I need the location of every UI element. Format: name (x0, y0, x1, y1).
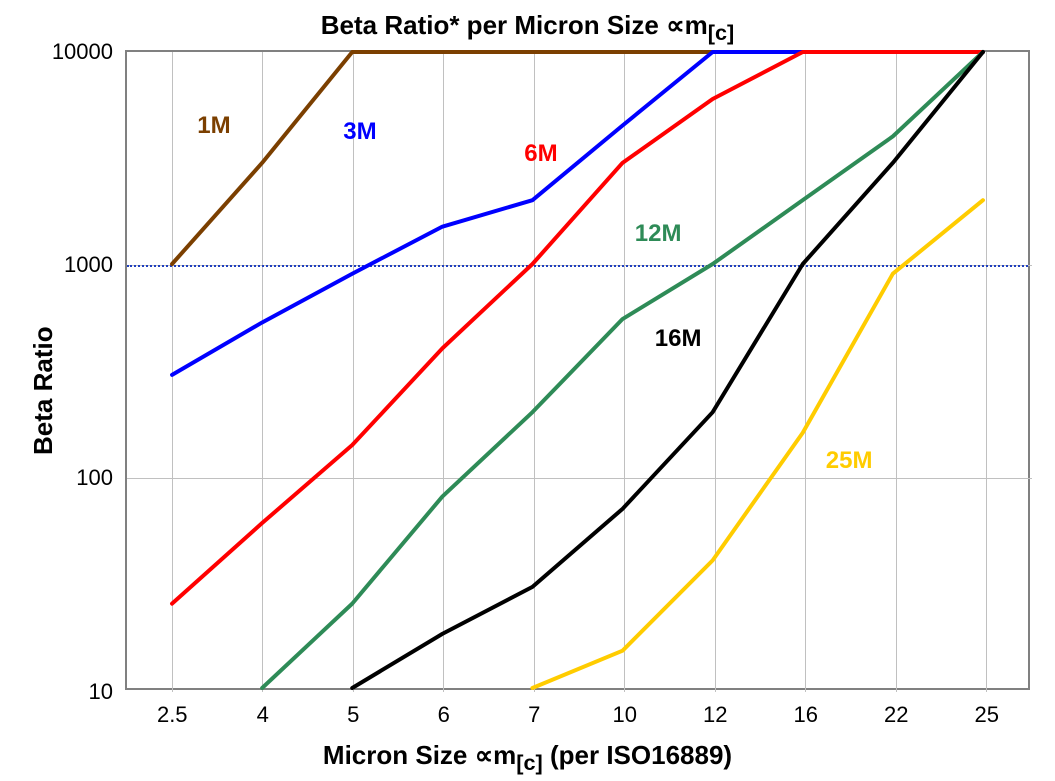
x-gridline (353, 52, 354, 692)
x-gridline (443, 52, 444, 692)
chart-container: Beta Ratio* per Micron Size ∝m[c] Beta R… (0, 0, 1055, 781)
plot-area: 2.545671012162225101001000100001M3M6M12M… (125, 50, 1030, 690)
y-tick-label: 100 (76, 465, 113, 491)
series-line-6M (172, 52, 983, 604)
x-tick-label: 7 (504, 702, 564, 728)
y-axis-label: Beta Ratio (28, 326, 59, 455)
series-line-1M (172, 52, 983, 264)
x-gridline (896, 52, 897, 692)
chart-title: Beta Ratio* per Micron Size ∝m[c] (0, 10, 1055, 46)
y-tick-label: 10000 (52, 39, 113, 65)
series-label-1M: 1M (197, 112, 230, 140)
x-gridline (172, 52, 173, 692)
x-tick-label: 10 (595, 702, 655, 728)
y-gridline (127, 478, 1032, 479)
series-label-12M: 12M (635, 220, 682, 248)
x-gridline (624, 52, 625, 692)
x-tick-label: 5 (323, 702, 383, 728)
series-label-16M: 16M (655, 325, 702, 353)
reference-line (127, 265, 1028, 267)
y-tick-label: 1000 (64, 252, 113, 278)
x-gridline (805, 52, 806, 692)
x-gridline (986, 52, 987, 692)
x-axis-label: Micron Size ∝m[c] (per ISO16889) (0, 740, 1055, 776)
x-tick-label: 16 (776, 702, 836, 728)
series-label-6M: 6M (524, 140, 557, 168)
x-gridline (262, 52, 263, 692)
x-tick-label: 25 (957, 702, 1017, 728)
x-tick-label: 12 (685, 702, 745, 728)
series-line-25M (532, 200, 983, 688)
x-gridline (715, 52, 716, 692)
x-tick-label: 4 (233, 702, 293, 728)
series-line-12M (262, 52, 983, 688)
x-tick-label: 6 (414, 702, 474, 728)
x-tick-label: 2.5 (142, 702, 202, 728)
series-label-3M: 3M (343, 118, 376, 146)
series-label-25M: 25M (826, 447, 873, 475)
y-tick-label: 10 (89, 679, 113, 705)
series-line-3M (172, 52, 983, 375)
series-line-16M (352, 52, 983, 688)
x-tick-label: 22 (866, 702, 926, 728)
